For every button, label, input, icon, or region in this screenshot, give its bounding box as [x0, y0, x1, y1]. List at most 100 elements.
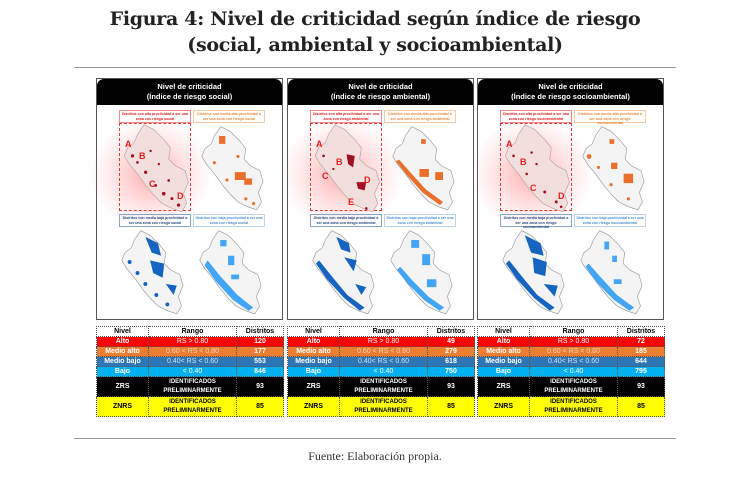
map-letter-c: C: [322, 171, 329, 181]
cell-rango: 0.60 < RS < 0.80: [529, 346, 618, 357]
col-nivel: Nivel: [96, 326, 149, 337]
map-high-socioambiental: [504, 124, 570, 213]
cell-distritos: 618: [427, 356, 475, 367]
cell-rango-line1: IDENTIFICADOS: [360, 378, 407, 385]
map-low-ambiental: [390, 230, 453, 315]
cell-distritos: 846: [236, 366, 284, 377]
cell-nivel: Bajo: [287, 366, 340, 377]
cell-rango: 0.40< RS < 0.60: [339, 356, 428, 367]
table-row: Bajo < 0.40 846: [96, 366, 284, 377]
panel-header-line2: (Índice de riesgo social): [146, 92, 233, 101]
map-letter-c: C: [530, 183, 537, 193]
table-row: ZNRS IDENTIFICADOS PRELIMINARMENTE 85: [287, 396, 475, 417]
figure-source: Fuente: Elaboración propia.: [308, 449, 442, 463]
table-row: Alto RS > 0.80 49: [287, 336, 475, 347]
cell-rango: IDENTIFICADOS PRELIMINARMENTE: [339, 376, 428, 397]
cell-rango: < 0.40: [529, 366, 618, 377]
map-letter-a: A: [125, 139, 132, 149]
cell-rango: RS > 0.80: [529, 336, 618, 347]
map-medium-high-socioambiental: [582, 126, 645, 211]
col-rango: Rango: [339, 326, 428, 337]
cell-nivel: Medio bajo: [477, 356, 530, 367]
map-high-ambiental: [314, 124, 380, 213]
table-row: Medio bajo 0.40< RS < 0.60 644: [477, 356, 665, 367]
panel-header-line2: (Índice de riesgo ambiental): [330, 92, 431, 101]
cell-distritos: 93: [617, 376, 665, 397]
cell-rango: IDENTIFICADOS PRELIMINARMENTE: [148, 396, 237, 417]
cell-rango: 0.60 < RS < 0.80: [148, 346, 237, 357]
cell-distritos: 85: [427, 396, 475, 417]
cell-nivel: ZRS: [477, 376, 530, 397]
panel-header: Nivel de criticidad (Índice de riesgo so…: [97, 79, 282, 105]
map-low-social: [199, 230, 262, 315]
cell-nivel: Medio alto: [477, 346, 530, 357]
cell-nivel: Medio alto: [287, 346, 340, 357]
table-row: ZNRS IDENTIFICADOS PRELIMINARMENTE 85: [477, 396, 665, 417]
figure-title-line2: (social, ambiental y socioambiental): [187, 34, 563, 56]
col-distritos: Distritos: [617, 326, 665, 337]
figure-title-line1: Figura 4: Nivel de criticidad según índi…: [109, 8, 641, 30]
map-medium-low-socioambiental: [502, 230, 565, 315]
caption-low: Distritos con baja proclividad a ser una…: [574, 214, 646, 227]
cell-rango-line1: IDENTIFICADOS: [550, 378, 597, 385]
panel-socioambiental: Nivel de criticidad (Índice de riesgo so…: [472, 78, 664, 320]
bottom-divider: [74, 438, 676, 439]
cell-nivel: Alto: [287, 336, 340, 347]
cell-nivel: Medio alto: [96, 346, 149, 357]
cell-distritos: 750: [427, 366, 475, 377]
cell-rango-line1: IDENTIFICADOS: [360, 398, 407, 405]
cell-nivel: Alto: [477, 336, 530, 347]
map-medium-low-social: [121, 230, 184, 315]
map-letter-b: B: [520, 157, 527, 167]
panel-header: Nivel de criticidad (Índice de riesgo am…: [288, 79, 473, 105]
cell-nivel: Bajo: [96, 366, 149, 377]
cell-rango: IDENTIFICADOS PRELIMINARMENTE: [529, 376, 618, 397]
cell-nivel: Medio bajo: [287, 356, 340, 367]
cell-nivel: Medio bajo: [96, 356, 149, 367]
caption-medium-high: Distritos con media alta proclividad a s…: [384, 110, 456, 123]
table-row: ZNRS IDENTIFICADOS PRELIMINARMENTE 85: [96, 396, 284, 417]
cell-rango-line2: PRELIMINARMENTE: [354, 387, 413, 394]
caption-medium-low: Distritos con media baja proclividad a s…: [500, 214, 572, 229]
criticality-table-socioambiental: Nivel Rango Distritos Alto RS > 0.80 72 Medi…: [477, 326, 665, 417]
caption-high: Distritos con alta proclividad a ser una…: [500, 110, 572, 123]
map-letter-c: C: [149, 179, 156, 189]
map-letter-a: A: [506, 139, 513, 149]
caption-low: Distritos con baja proclividad a ser una…: [193, 214, 265, 227]
map-medium-low-ambiental: [312, 230, 375, 315]
panel-header-line1: Nivel de criticidad: [157, 82, 222, 91]
caption-medium-low: Distritos con media baja proclividad a s…: [310, 214, 382, 227]
col-rango: Rango: [148, 326, 237, 337]
map-high-social: [123, 124, 189, 213]
panel-header-line2: (Índice de riesgo socioambiental): [511, 92, 630, 101]
caption-low: Distritos con baja proclividad a ser una…: [384, 214, 456, 227]
panel-header-line1: Nivel de criticidad: [538, 82, 603, 91]
map-letter-e: E: [348, 197, 355, 207]
table-row: Medio alto 0.60 < RS < 0.80 279: [287, 346, 475, 357]
cell-distritos: 553: [236, 356, 284, 367]
table-row: Medio bajo 0.40< RS < 0.60 553: [96, 356, 284, 367]
table-row: Bajo < 0.40 750: [287, 366, 475, 377]
map-letter-d: D: [364, 175, 371, 185]
cell-rango: IDENTIFICADOS PRELIMINARMENTE: [529, 396, 618, 417]
cell-distritos: 279: [427, 346, 475, 357]
cell-rango-line2: PRELIMINARMENTE: [354, 407, 413, 414]
cell-nivel: Bajo: [477, 366, 530, 377]
cell-rango-line2: PRELIMINARMENTE: [544, 387, 603, 394]
cell-rango: RS > 0.80: [148, 336, 237, 347]
table-row: ZRS IDENTIFICADOS PRELIMINARMENTE 93: [477, 376, 665, 397]
panel-header-line1: Nivel de criticidad: [348, 82, 413, 91]
col-nivel: Nivel: [477, 326, 530, 337]
cell-distritos: 644: [617, 356, 665, 367]
panel-header: Nivel de criticidad (Índice de riesgo so…: [478, 79, 663, 105]
cell-rango-line1: IDENTIFICADOS: [550, 398, 597, 405]
table-row: Medio alto 0.60 < RS < 0.80 177: [96, 346, 284, 357]
cell-distritos: 85: [617, 396, 665, 417]
map-letter-d: D: [177, 191, 184, 201]
table-row: ZRS IDENTIFICADOS PRELIMINARMENTE 93: [287, 376, 475, 397]
table-row: Alto RS > 0.80 120: [96, 336, 284, 347]
map-letter-a: A: [316, 139, 323, 149]
table-row: ZRS IDENTIFICADOS PRELIMINARMENTE 93: [96, 376, 284, 397]
cell-rango: 0.60 < RS < 0.80: [339, 346, 428, 357]
caption-medium-high: Distritos con media alta proclividad a s…: [193, 110, 265, 123]
